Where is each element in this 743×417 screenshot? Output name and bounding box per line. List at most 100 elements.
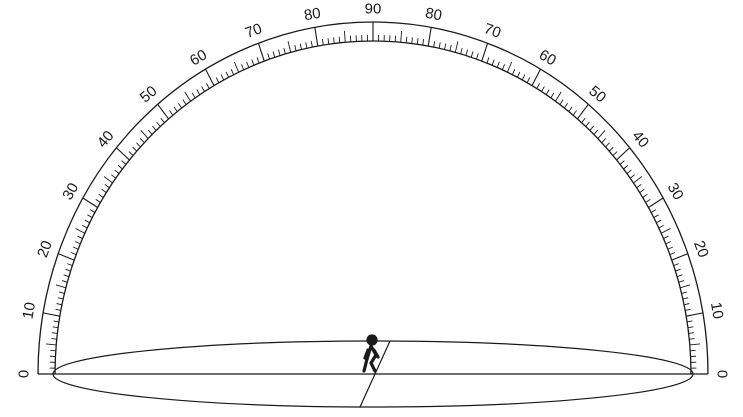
degree-tick [681,291,687,294]
degree-tick [454,41,459,53]
degree-tick [147,129,153,135]
degree-tick [633,176,643,184]
degree-label-left: 40 [94,128,118,152]
degree-tick [140,130,149,139]
degree-tick [283,47,286,55]
degree-tick [257,43,265,62]
degree-tick [55,284,66,289]
degree-label-left: 60 [187,46,210,69]
degree-tick [67,263,73,267]
degree-label-right: 40 [628,128,652,152]
degree-tick [116,147,130,161]
degree-tick [491,59,495,66]
degree-label-left: 10 [19,301,39,320]
degree-tick [653,214,659,219]
degree-tick [201,86,205,92]
degree-tick [658,224,664,229]
degree-tick [501,64,505,70]
degree-tick [75,228,85,234]
degree-tick [438,42,441,49]
degree-tick [55,308,61,311]
degree-tick [87,214,93,219]
degree-tick [132,146,137,152]
degree-tick [184,91,191,102]
degree-tick [689,338,695,340]
degree-tick [53,320,59,323]
degree-tick [225,71,230,78]
degree-tick [160,117,165,123]
degree-label-left: 90 [365,1,382,18]
degree-tick [267,53,270,60]
degree-tick [57,297,64,300]
degree-tick [576,104,589,120]
degree-tick [314,27,319,47]
degree-tick [70,252,77,256]
degree-tick [220,74,225,81]
degree-tick [310,41,313,48]
degree-tick [685,308,691,311]
degree-tick [327,38,330,45]
degree-tick [526,77,531,83]
degree-tick [82,224,88,229]
degree-tick [585,121,590,127]
degree-tick [581,117,586,123]
degree-tick [89,209,96,213]
degree-tick [82,197,98,208]
degree-tick [687,326,694,329]
degree-tick [609,146,614,152]
degree-tick [215,77,220,83]
degree-label-left: 80 [303,5,322,25]
degree-tick [449,44,452,51]
degree-tick [343,30,346,43]
degree-tick [206,83,210,89]
degree-label-right: 70 [482,20,503,42]
walking-person-icon [362,334,380,373]
degree-tick [648,197,664,208]
degree-tick [246,61,250,68]
degree-tick [104,184,110,189]
degree-tick [177,102,182,109]
degree-tick [605,142,610,148]
degree-tick [305,42,308,49]
degree-tick [152,125,157,131]
degree-tick [121,160,127,165]
degree-tick [689,343,700,346]
degree-tick [601,138,606,143]
degree-tick [671,253,689,261]
degree-tick [555,91,562,102]
degree-tick [593,129,599,135]
degree-tick [42,312,60,317]
degree-tick [656,219,662,224]
degree-labels: 0 10 20 30 40 50 60 70 80 90 80 70 60 50 40 30 20 10 0 [16,1,731,379]
degree-tick [642,193,648,198]
degree-tick [95,198,101,203]
degree-tick [663,235,669,239]
degree-tick [675,268,681,272]
degree-tick [77,235,83,239]
degree-tick [572,110,577,116]
degree-tick [686,312,704,317]
degree-tick [294,44,297,51]
degree-tick [687,320,693,323]
degree-tick [564,102,569,109]
degree-tick [103,176,113,184]
degree-tick [667,246,674,250]
degree-tick [444,43,447,50]
degree-tick [416,38,419,45]
degree-tick [612,151,618,156]
degree-tick [156,121,161,127]
degree-tick [233,61,240,73]
degree-label-right: 20 [690,238,712,259]
degree-tick [111,174,117,179]
degree-tick [173,106,178,112]
degree-tick [422,39,425,46]
scale-outer-arc [37,21,709,375]
degree-label-left: 50 [137,83,161,107]
scale-inner-arc [54,40,692,375]
degree-label-right: 30 [664,180,687,203]
degree-tick [59,291,65,294]
degree-label-left: 0 [16,370,33,378]
degree-tick [683,303,690,306]
degree-tick [669,252,676,256]
